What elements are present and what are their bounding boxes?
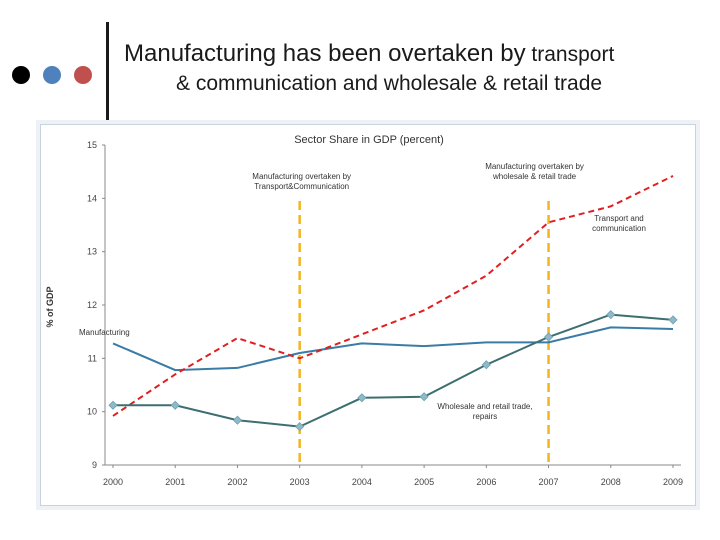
y-tick-label: 14 bbox=[87, 193, 97, 203]
series-point bbox=[419, 392, 429, 402]
series-point bbox=[108, 400, 118, 410]
x-tick-label: 2004 bbox=[352, 477, 372, 487]
chart-title: Sector Share in GDP (percent) bbox=[294, 134, 444, 146]
bullet-dot-black bbox=[12, 66, 30, 84]
x-tick-label: 2009 bbox=[663, 477, 683, 487]
y-tick-label: 9 bbox=[92, 460, 97, 470]
series-label-wholesale: Wholesale and retail trade, bbox=[437, 402, 532, 411]
y-tick-label: 13 bbox=[87, 247, 97, 257]
series-point bbox=[295, 422, 305, 432]
y-tick-label: 12 bbox=[87, 300, 97, 310]
annotation-text: Manufacturing overtaken by bbox=[485, 162, 584, 171]
y-tick-label: 10 bbox=[87, 407, 97, 417]
slide-title-line1-end: transport bbox=[525, 43, 615, 66]
series-label-transport: communication bbox=[592, 224, 646, 233]
title-divider bbox=[106, 22, 109, 126]
series-line bbox=[112, 175, 674, 417]
slide-title-line1-main: Manufacturing has been overtaken by bbox=[124, 40, 526, 67]
y-axis-label: % of GDP bbox=[45, 286, 55, 327]
chart-frame: Sector Share in GDP (percent) % of GDP 9… bbox=[40, 124, 696, 506]
annotation-text: Transport&Communication bbox=[254, 182, 349, 191]
bullet-dot-blue bbox=[43, 66, 61, 84]
series-point bbox=[481, 360, 491, 370]
plot-area bbox=[108, 175, 678, 432]
y-tick-label: 15 bbox=[87, 140, 97, 150]
axes: 9 10 11 12 13 14 15 2000 2001 2002 2003 2004 2005 200… bbox=[87, 140, 683, 487]
annotation-text: wholesale & retail trade bbox=[492, 172, 577, 181]
x-tick-label: 2005 bbox=[414, 477, 434, 487]
x-tick-label: 2002 bbox=[227, 477, 247, 487]
series-line bbox=[112, 326, 674, 372]
series-point bbox=[232, 415, 243, 425]
series-point bbox=[606, 310, 616, 320]
x-tick-label: 2001 bbox=[165, 477, 185, 487]
annotation-text: Manufacturing overtaken by bbox=[252, 172, 351, 181]
x-tick-label: 2000 bbox=[103, 477, 123, 487]
annotations: Manufacturing overtaken byTransport&Comm… bbox=[79, 162, 646, 421]
x-tick-label: 2008 bbox=[601, 477, 621, 487]
series-label-manufacturing: Manufacturing bbox=[79, 328, 130, 337]
series-line bbox=[113, 313, 674, 428]
y-tick-label: 11 bbox=[88, 353, 97, 363]
annotation-lines bbox=[298, 201, 550, 465]
x-tick-label: 2007 bbox=[539, 477, 559, 487]
series-label-transport: Transport and bbox=[594, 214, 644, 223]
bullet-dot-red bbox=[74, 66, 92, 84]
series-point bbox=[170, 400, 180, 410]
slide-title-line2: & communication and wholesale & retail t… bbox=[176, 72, 603, 95]
slide-title-line1: Manufacturing has been overtaken by tran… bbox=[124, 40, 720, 68]
series-point bbox=[543, 332, 554, 342]
series-point bbox=[668, 315, 678, 325]
x-tick-label: 2003 bbox=[290, 477, 310, 487]
x-tick-label: 2006 bbox=[476, 477, 496, 487]
series-point bbox=[357, 393, 367, 403]
series-label-wholesale: repairs bbox=[473, 412, 497, 421]
line-chart: Sector Share in GDP (percent) % of GDP 9… bbox=[45, 134, 683, 487]
